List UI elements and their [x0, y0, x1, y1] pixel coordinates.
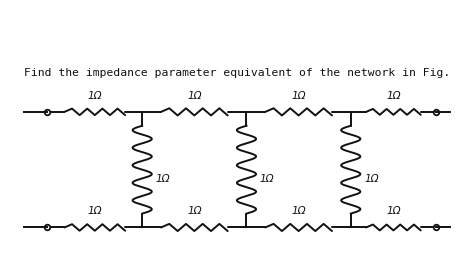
Text: 1Ω: 1Ω	[386, 91, 401, 101]
Text: Find the impedance parameter equivalent of the network in Fig.: Find the impedance parameter equivalent …	[24, 68, 450, 78]
Text: Z parameters Example: Z parameters Example	[52, 15, 422, 43]
Text: 1Ω: 1Ω	[187, 91, 201, 101]
Text: 1Ω: 1Ω	[88, 206, 102, 216]
Text: 1Ω: 1Ω	[187, 206, 201, 216]
Text: 1Ω: 1Ω	[364, 173, 379, 184]
Text: 1Ω: 1Ω	[88, 91, 102, 101]
Text: 1Ω: 1Ω	[292, 206, 306, 216]
Text: 1Ω: 1Ω	[260, 173, 274, 184]
Text: 1Ω: 1Ω	[292, 91, 306, 101]
Text: 1Ω: 1Ω	[155, 173, 170, 184]
Text: 1Ω: 1Ω	[386, 206, 401, 216]
